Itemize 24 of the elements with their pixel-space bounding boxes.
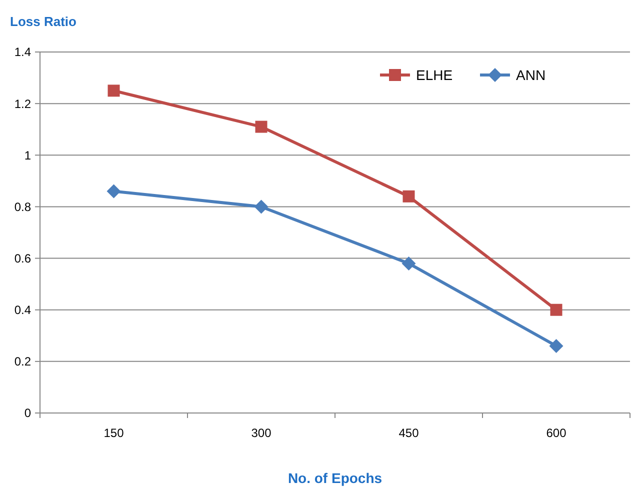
point <box>255 120 268 133</box>
x-tick-label: 600 <box>546 426 567 440</box>
point <box>550 304 562 316</box>
point <box>254 200 268 214</box>
y-tick-label: 1 <box>24 148 32 162</box>
point <box>402 256 416 270</box>
y-tick-label: 0 <box>24 406 32 420</box>
y-tick-label: 0.8 <box>14 200 32 214</box>
point <box>402 190 415 202</box>
y-tick-label: 1.2 <box>14 96 32 111</box>
point <box>108 84 120 97</box>
y-axis-title: Loss Ratio <box>10 14 77 29</box>
y-tick-label: 0.6 <box>14 251 32 266</box>
y-tick-label: 1.4 <box>14 45 32 60</box>
legend-label: ELHE <box>416 66 453 83</box>
x-tick-label: 150 <box>104 426 124 440</box>
y-tick-label: 0.2 <box>14 354 32 369</box>
legend-label: ANN <box>516 66 546 83</box>
x-axis-title: No. of Epochs <box>288 470 382 486</box>
y-tick-label: 0.4 <box>14 303 32 318</box>
point <box>106 184 121 198</box>
x-tick-label: 450 <box>398 426 420 440</box>
x-tick-label: 300 <box>251 426 272 440</box>
point <box>549 338 564 353</box>
